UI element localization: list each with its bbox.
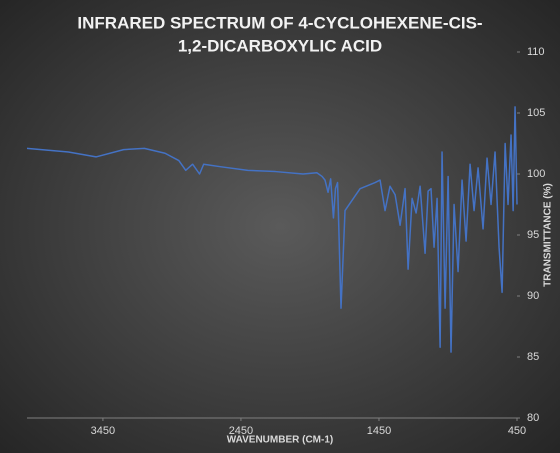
- y-tick-label: 90: [527, 290, 539, 302]
- y-tick-label: 100: [527, 168, 545, 180]
- x-tick-label: 450: [508, 425, 526, 437]
- x-axis-label: WAVENUMBER (CM-1): [227, 435, 333, 446]
- y-tick-label: 95: [527, 229, 539, 241]
- x-tick-label: 2450: [229, 425, 253, 437]
- y-tick-label: 80: [527, 412, 539, 424]
- y-tick-label: 85: [527, 351, 539, 363]
- chart-title: 1,2-DICARBOXYLIC ACID: [178, 36, 382, 55]
- spectrum-line: [26, 106, 518, 353]
- chart-title: INFRARED SPECTRUM OF 4-CYCLOHEXENE-CIS-: [77, 13, 482, 32]
- x-tick-label: 1450: [367, 425, 391, 437]
- x-tick-label: 3450: [91, 425, 115, 437]
- y-tick-label: 105: [527, 107, 545, 119]
- y-tick-label: 110: [527, 46, 545, 58]
- y-axis-label: TRANSMITTANCE (%): [543, 183, 554, 287]
